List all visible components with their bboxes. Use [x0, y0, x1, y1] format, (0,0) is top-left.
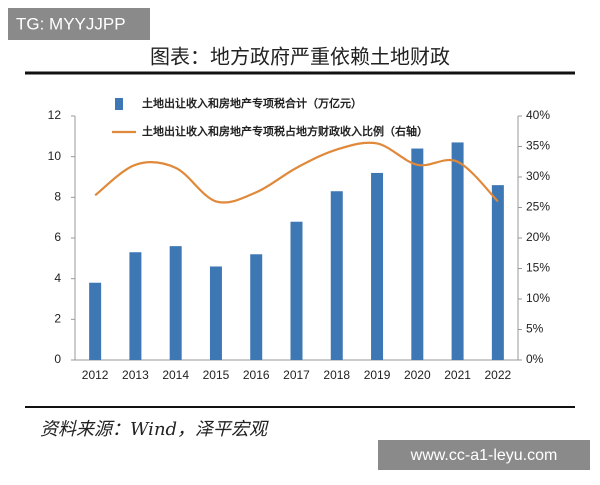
bar: [129, 252, 142, 360]
x-tick-label: 2019: [364, 368, 391, 382]
site-watermark: www.cc-a1-leyu.com: [410, 447, 558, 464]
bar: [250, 254, 263, 360]
source: 资料来源：Wind，泽平宏观: [40, 419, 269, 440]
bar: [371, 172, 384, 360]
y-tick-label: 6: [54, 230, 61, 244]
legend-swatch: [115, 98, 123, 110]
legend-label: 土地出让收入和房地产专项税占地方财政收入比例（右轴）: [142, 124, 428, 138]
chart-title: 图表：地方政府严重依赖土地财政: [150, 45, 450, 69]
x-tick-label: 2015: [203, 368, 230, 382]
x-tick-label: 2017: [283, 368, 310, 382]
legend-label: 土地出让收入和房地产专项税合计（万亿元）: [142, 96, 362, 110]
y2-tick-label: 15%: [526, 261, 550, 275]
y2-tick-label: 5%: [526, 322, 544, 336]
bar: [491, 185, 504, 360]
y-tick-label: 4: [54, 271, 61, 285]
x-tick-label: 2020: [404, 368, 431, 382]
bar: [209, 266, 222, 360]
y-tick-label: 8: [54, 190, 61, 204]
watermark: TG: MYYJJPP: [16, 14, 126, 33]
bar: [89, 282, 102, 360]
site-watermark-box: [378, 440, 590, 470]
bar: [290, 221, 303, 360]
x-tick-label: 2021: [444, 368, 471, 382]
line: [94, 141, 499, 204]
x-tick-label: 2018: [323, 368, 350, 382]
y2-tick-label: 20%: [526, 230, 550, 244]
x-tick-label: 2013: [122, 368, 149, 382]
y-tick-label: 10: [48, 149, 62, 163]
y-tick-label: 2: [54, 312, 61, 326]
x-tick-label: 2012: [82, 368, 109, 382]
y2-tick-label: 10%: [526, 291, 550, 305]
y2-tick-label: 30%: [526, 169, 550, 183]
y2-tick-label: 35%: [526, 139, 550, 153]
bar: [411, 148, 424, 360]
watermark-box: [8, 8, 150, 40]
y-tick-label: 0: [54, 352, 61, 366]
bar: [169, 246, 182, 360]
y2-tick-label: 25%: [526, 200, 550, 214]
bar: [330, 191, 343, 360]
x-tick-label: 2014: [162, 368, 189, 382]
x-tick-label: 2022: [485, 368, 512, 382]
bar: [451, 142, 464, 360]
x-tick-label: 2016: [243, 368, 270, 382]
y2-tick-label: 40%: [526, 108, 550, 122]
y2-tick-label: 0%: [526, 352, 544, 366]
y-tick-label: 12: [48, 108, 62, 122]
